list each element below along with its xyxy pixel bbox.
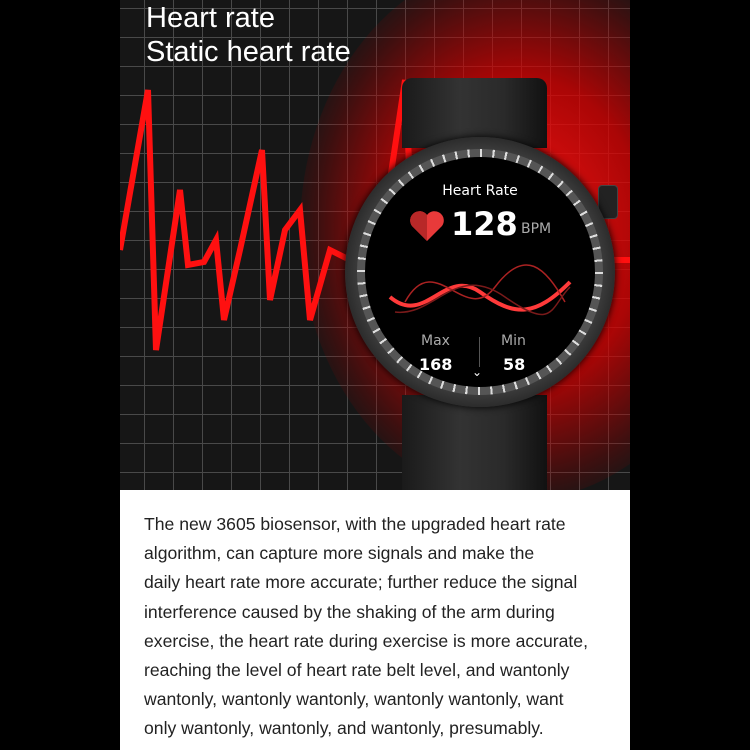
divider [479,337,480,367]
description-text: The new 3605 biosensor, with the upgrade… [144,514,588,739]
headline-static-heart-rate: Static heart rate [146,36,351,68]
watch-strap-bottom [402,395,547,490]
watch-case: Heart Rate 128 BPM Max 168 Min 58 ⌄ [345,137,615,407]
max-value: 168 [419,355,453,374]
max-label: Max [421,333,450,349]
bpm-unit: BPM [521,221,552,237]
bpm-value: 128 [451,205,518,243]
min-value: 58 [503,355,526,374]
chevron-down-icon[interactable]: ⌄ [472,365,483,379]
watch-crown [598,185,618,219]
heart-wave-graphic [388,264,572,316]
watch-screen: Heart Rate 128 BPM Max 168 Min 58 ⌄ [365,157,595,387]
screen-title: Heart Rate [442,183,518,199]
watch-bezel: Heart Rate 128 BPM Max 168 Min 58 ⌄ [357,149,603,395]
description-section: The new 3605 biosensor, with the upgrade… [120,490,630,750]
hero-panel: Heart rate Static heart rate Heart Rate … [120,0,630,490]
min-label: Min [501,333,526,349]
heart-icon [409,209,445,243]
headline-heart-rate: Heart rate [146,2,275,34]
watch-strap-top [402,78,547,148]
